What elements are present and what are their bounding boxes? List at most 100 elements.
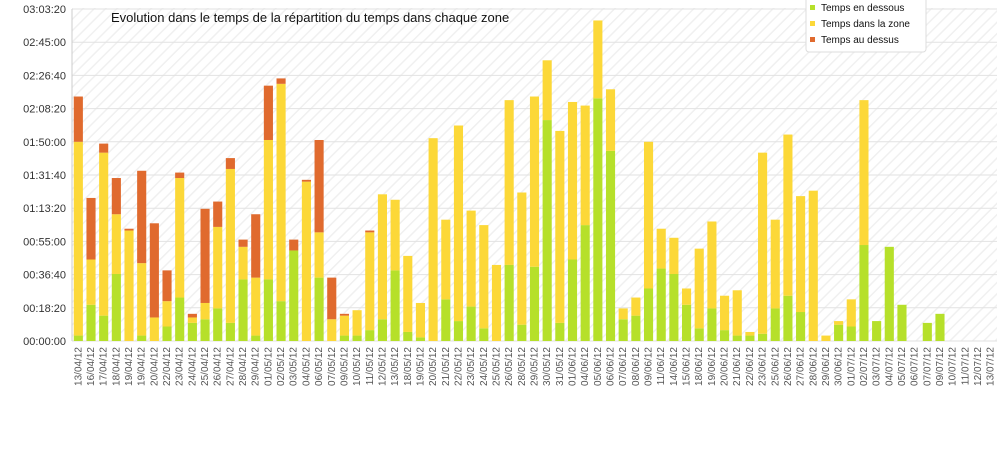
- bar-segment: [238, 279, 248, 341]
- bar-segment: [403, 331, 413, 341]
- bar-segment: [73, 96, 83, 142]
- bar-segment: [605, 89, 616, 151]
- bar-segment: [529, 96, 540, 267]
- bar-segment: [124, 230, 134, 341]
- bar-segment: [99, 152, 109, 316]
- bar-segment: [149, 317, 159, 341]
- legend-swatch: [810, 21, 815, 26]
- bar-segment: [238, 239, 248, 247]
- bar-segment: [555, 322, 565, 341]
- bar-segment: [162, 301, 172, 327]
- x-tick-label: 26/06/12: [783, 347, 794, 386]
- x-tick-label: 25/05/12: [491, 347, 502, 386]
- bar-segment: [758, 152, 768, 334]
- x-tick-label: 03/05/12: [289, 347, 300, 386]
- bar-segment: [301, 179, 311, 182]
- x-tick-label: 10/07/12: [948, 347, 959, 386]
- bar-segment: [213, 226, 223, 309]
- x-tick-label: 31/05/12: [555, 347, 566, 386]
- bar-segment: [656, 268, 666, 341]
- bar-segment: [225, 168, 235, 323]
- x-tick-label: 11/07/12: [960, 347, 971, 386]
- bar-segment: [365, 230, 375, 233]
- bar-segment: [783, 134, 793, 296]
- x-tick-label: 04/06/12: [580, 347, 591, 386]
- legend-label: Temps au dessus: [821, 35, 899, 46]
- bar-segment: [390, 270, 400, 341]
- bars: [73, 20, 945, 341]
- bar-segment: [466, 210, 476, 307]
- bar-segment: [251, 335, 261, 341]
- bar-segment: [276, 78, 286, 84]
- bar-segment: [263, 85, 273, 140]
- legend-swatch: [810, 37, 815, 42]
- bar-segment: [770, 308, 780, 341]
- bar-segment: [694, 328, 704, 341]
- bar-segment: [187, 317, 197, 323]
- legend-label: Temps en dessous: [821, 3, 904, 14]
- bar-segment: [897, 304, 907, 341]
- bar-segment: [872, 321, 882, 341]
- x-tick-label: 29/04/12: [251, 347, 262, 386]
- y-tick-label: 01:13:20: [23, 203, 66, 215]
- x-tick-label: 07/05/12: [327, 347, 338, 386]
- x-tick-label: 19/06/12: [707, 347, 718, 386]
- bar-segment: [834, 321, 844, 325]
- bar-segment: [555, 130, 565, 323]
- bar-segment: [377, 194, 387, 320]
- x-tick-label: 18/05/12: [403, 347, 414, 386]
- bar-segment: [86, 304, 96, 341]
- bar-segment: [251, 214, 261, 278]
- x-tick-label: 16/04/12: [86, 347, 97, 386]
- x-tick-label: 18/06/12: [694, 347, 705, 386]
- bar-segment: [73, 335, 83, 341]
- bar-segment: [453, 125, 464, 322]
- bar-segment: [517, 192, 527, 325]
- bar-segment: [162, 270, 172, 302]
- x-tick-label: 29/06/12: [821, 347, 832, 386]
- x-tick-label: 06/07/12: [910, 347, 921, 386]
- x-tick-label: 27/04/12: [225, 347, 236, 386]
- x-tick-label: 03/07/12: [872, 347, 883, 386]
- bar-segment: [681, 304, 692, 341]
- bar-segment: [441, 299, 451, 341]
- bar-segment: [137, 263, 147, 336]
- x-tick-label: 06/05/12: [314, 347, 325, 386]
- bar-segment: [517, 324, 527, 341]
- x-tick-label: 28/05/12: [517, 347, 528, 386]
- bar-segment: [846, 326, 856, 341]
- bar-segment: [86, 197, 96, 260]
- x-tick-label: 21/06/12: [732, 347, 743, 386]
- bar-segment: [504, 100, 514, 265]
- bar-segment: [365, 232, 375, 331]
- x-tick-label: 22/04/12: [162, 347, 173, 386]
- y-tick-label: 02:45:00: [23, 37, 66, 49]
- bar-segment: [859, 245, 869, 341]
- x-tick-label: 05/07/12: [897, 347, 908, 386]
- bar-segment: [593, 98, 603, 341]
- bar-segment: [884, 246, 894, 341]
- x-tick-label: 06/06/12: [606, 347, 617, 386]
- bar-segment: [922, 322, 932, 341]
- x-tick-label: 07/06/12: [618, 347, 629, 386]
- x-tick-label: 13/04/12: [73, 347, 84, 386]
- x-tick-label: 29/05/12: [530, 347, 541, 386]
- x-tick-label: 09/05/12: [339, 347, 350, 386]
- bar-segment: [720, 330, 730, 341]
- bar-segment: [707, 221, 717, 309]
- bar-segment: [745, 335, 755, 341]
- bar-segment: [415, 302, 426, 338]
- legend-label: Temps dans la zone: [821, 19, 910, 30]
- bar-segment: [504, 264, 514, 341]
- x-tick-label: 04/07/12: [884, 347, 895, 386]
- bar-segment: [276, 301, 286, 341]
- bar-segment: [263, 279, 273, 341]
- bar-segment: [529, 266, 540, 341]
- bar-segment: [415, 337, 426, 341]
- x-tick-label: 27/06/12: [796, 347, 807, 386]
- x-tick-label: 21/05/12: [441, 347, 452, 386]
- x-tick-label: 18/04/12: [111, 347, 122, 386]
- x-tick-label: 17/04/12: [99, 347, 110, 386]
- x-tick-label: 13/05/12: [390, 347, 401, 386]
- bar-segment: [808, 190, 818, 341]
